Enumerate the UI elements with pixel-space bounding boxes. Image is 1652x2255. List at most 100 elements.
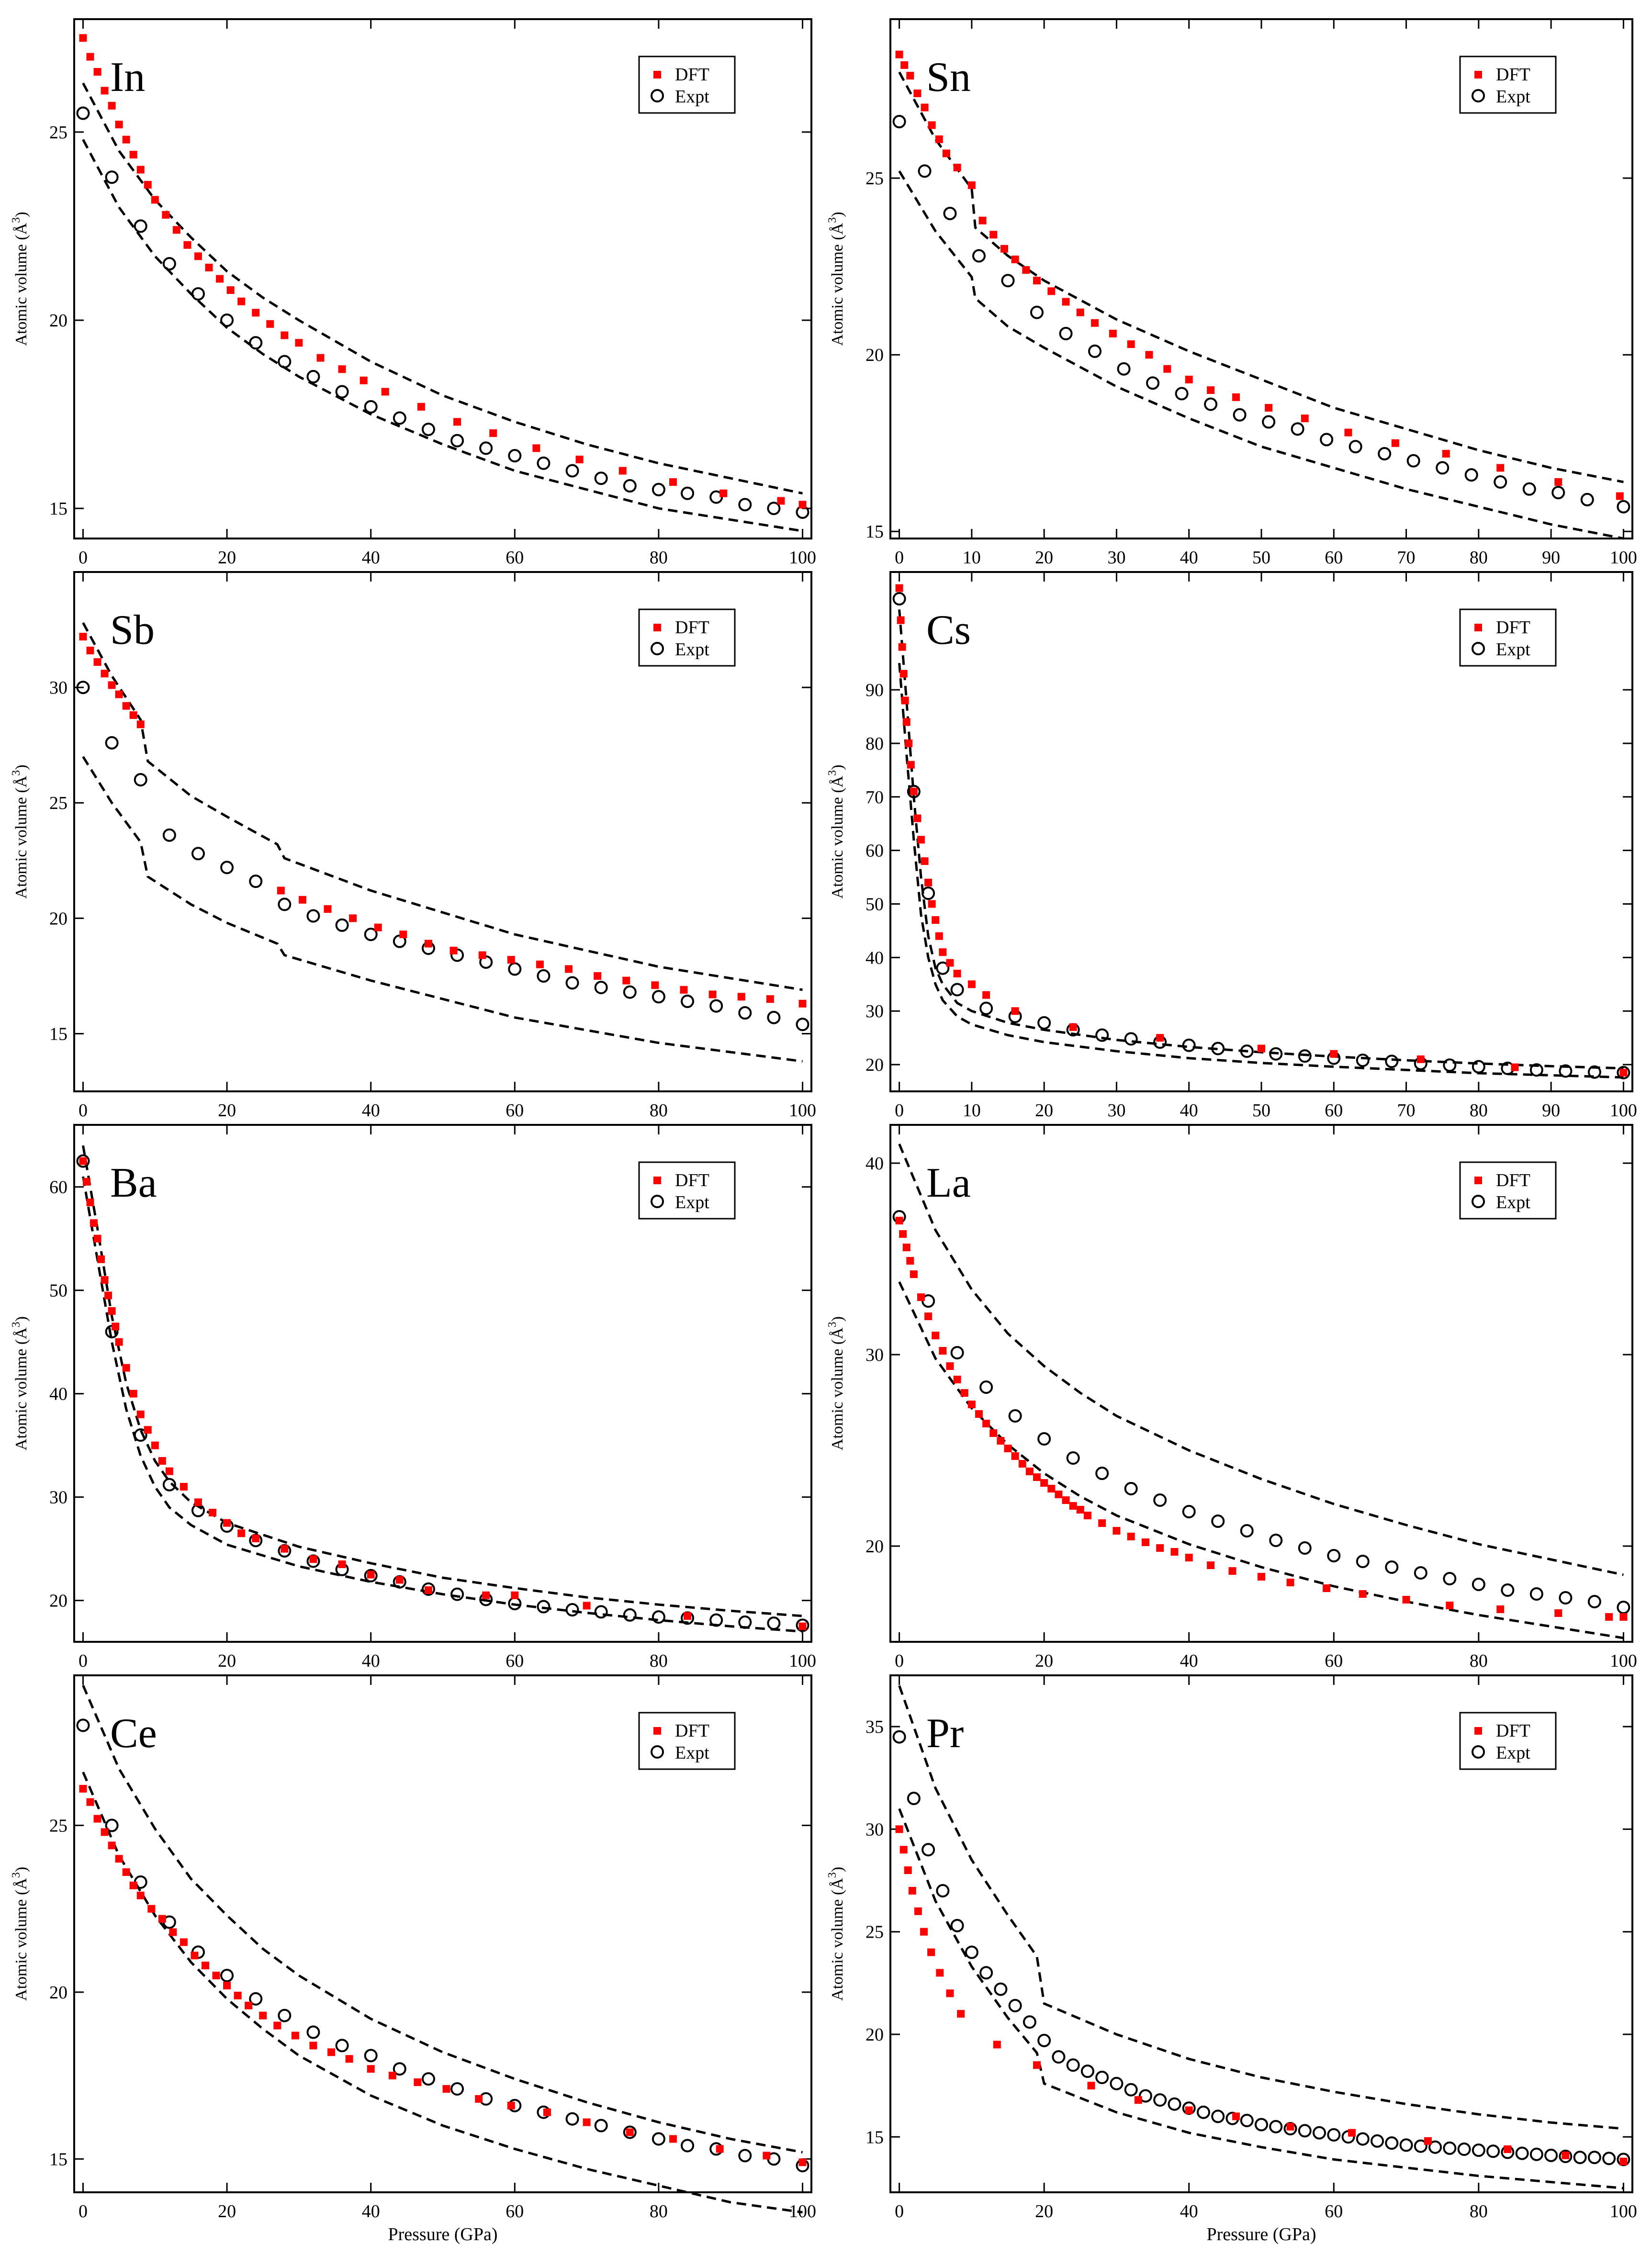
expt-point: [249, 875, 263, 888]
x-tick-label: 100: [789, 1100, 816, 1121]
expt-point: [994, 1982, 1008, 1996]
dft-point: [79, 633, 87, 641]
expt-point: [537, 1600, 551, 1614]
dft-point: [913, 814, 922, 822]
dft-point: [1033, 1473, 1041, 1481]
dft-point: [798, 2158, 807, 2166]
x-tick-label: 60: [506, 548, 524, 568]
legend-expt-label: Expt: [675, 1192, 709, 1212]
legend-expt-marker: [651, 642, 664, 655]
expt-point: [796, 1018, 809, 1032]
x-tick-label: 80: [650, 2201, 668, 2221]
expt-point: [1371, 2134, 1384, 2148]
dft-point: [108, 681, 116, 689]
expt-point: [565, 464, 579, 478]
dft-point: [1156, 1544, 1164, 1552]
dft-point: [144, 180, 152, 189]
expt-point: [1559, 1591, 1573, 1604]
dft-point: [108, 1841, 116, 1850]
dft-point: [183, 241, 191, 249]
dft-point: [777, 497, 785, 505]
lower-bound-line: [898, 663, 1624, 1079]
upper-bound-line: [82, 82, 803, 495]
expt-point: [1472, 2143, 1485, 2157]
dft-point: [86, 646, 94, 654]
lower-bound-line: [898, 170, 1624, 540]
dft-point: [327, 2048, 336, 2056]
expt-point: [1001, 274, 1015, 288]
expt-point: [1095, 1028, 1109, 1042]
expt-point: [1269, 2120, 1283, 2133]
y-tick-label: 15: [49, 2149, 67, 2169]
x-tick-label: 60: [506, 2201, 524, 2221]
dft-point: [388, 2072, 396, 2080]
dft-point: [194, 1498, 202, 1506]
dft-point: [895, 584, 903, 592]
legend-expt-marker: [651, 1745, 664, 1759]
dft-point: [669, 478, 677, 486]
dft-point: [1402, 1596, 1410, 1604]
dft-point: [899, 1230, 907, 1238]
y-tick-label: 60: [49, 1178, 67, 1198]
expt-point: [623, 479, 637, 493]
lower-bound-line: [898, 1808, 1624, 2189]
dft-point: [899, 1846, 908, 1854]
dft-point: [1258, 1573, 1265, 1581]
x-tick-label: 40: [362, 1651, 380, 1671]
dft-point: [309, 2042, 317, 2050]
chart-panel-pr: 0 20 40 60 80 100 15 20 25 30 35 Atomic volume (Å3)…: [826, 1674, 1637, 2244]
dft-point: [953, 1376, 961, 1383]
dft-point: [129, 711, 137, 719]
dft-point: [935, 932, 943, 940]
dft-point: [684, 1612, 692, 1620]
expt-point: [950, 1918, 964, 1932]
expt-point: [1443, 2141, 1457, 2155]
expt-point: [278, 355, 292, 369]
dft-point: [507, 956, 515, 964]
dft-point: [349, 914, 357, 922]
expt-point: [278, 2008, 292, 2022]
expt-point: [1211, 1042, 1225, 1055]
expt-point: [393, 2062, 406, 2076]
dft-point: [907, 761, 915, 769]
dft-point: [122, 135, 130, 144]
legend-box: [1459, 1712, 1557, 1770]
expt-point: [950, 1346, 964, 1359]
upper-bound-line: [898, 609, 1624, 1070]
x-tick-label: 20: [1035, 548, 1053, 568]
dft-point: [920, 1928, 928, 1936]
legend-expt-marker: [1472, 1195, 1485, 1208]
dft-point: [158, 1915, 166, 1923]
dft-point: [921, 857, 929, 865]
dft-point: [180, 1483, 188, 1491]
x-tick-label: 40: [362, 548, 380, 568]
dft-point: [453, 418, 461, 426]
y-tick-label: 15: [865, 2127, 884, 2147]
dft-point: [1109, 329, 1117, 337]
dft-point: [1076, 308, 1084, 316]
dft-point: [1185, 375, 1193, 383]
dft-point: [234, 1991, 242, 1999]
dft-point: [245, 2001, 253, 2009]
upper-bound-line: [898, 1685, 1624, 2130]
dft-point: [252, 309, 260, 317]
expt-point: [1443, 1572, 1457, 1585]
dft-point: [622, 976, 630, 985]
dft-point: [1232, 2112, 1240, 2120]
dft-point: [115, 1855, 123, 1863]
expt-point: [1095, 1467, 1109, 1480]
expt-point: [972, 249, 986, 263]
expt-point: [1080, 2064, 1094, 2078]
legend-dft-label: DFT: [675, 1170, 709, 1190]
dft-point: [1047, 1485, 1056, 1492]
dft-point: [895, 1217, 903, 1224]
dft-point: [1127, 340, 1135, 348]
dft-point: [716, 2145, 724, 2153]
chart-title: Cs: [926, 607, 971, 653]
x-tick-label: 100: [1610, 1651, 1637, 1671]
x-tick-label: 40: [1180, 548, 1198, 568]
expt-point: [594, 2119, 608, 2132]
dft-point: [252, 1535, 260, 1542]
expt-point: [1023, 2015, 1036, 2029]
